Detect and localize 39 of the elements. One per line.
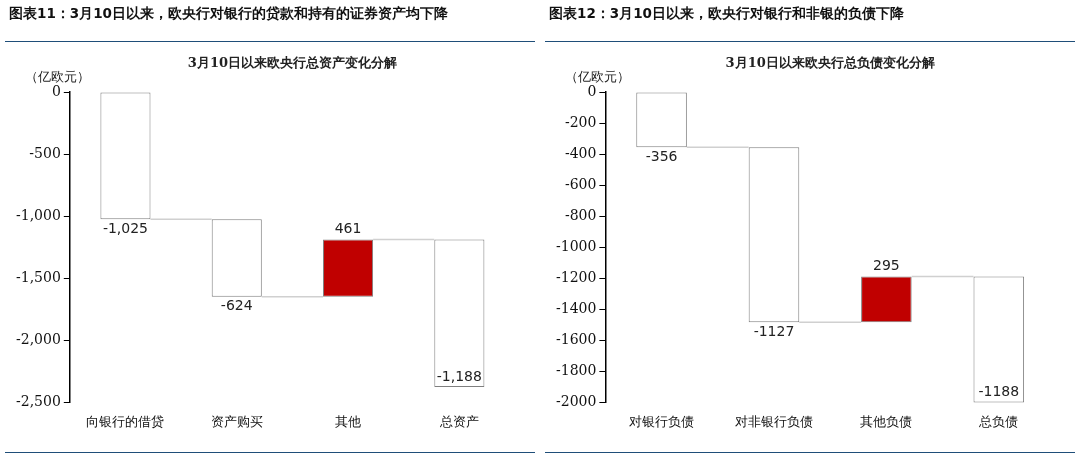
y-tick-label: -1800 <box>556 362 597 378</box>
chart-subtitle: 3月10日以来欧央行总资产变化分解 <box>187 55 397 71</box>
x-tick-label: 向银行的借贷 <box>86 413 165 429</box>
data-label: 461 <box>334 220 362 237</box>
y-tick-label: -200 <box>564 113 597 130</box>
x-tick-label: 其他负债 <box>860 413 913 429</box>
y-tick-label: -1400 <box>556 299 597 316</box>
y-axis-title: （亿欧元） <box>25 69 90 85</box>
y-tick-label: -600 <box>564 175 597 192</box>
y-tick-label: -400 <box>564 144 597 161</box>
data-label: -1,188 <box>436 367 482 384</box>
y-tick-label: -500 <box>29 144 61 161</box>
y-tick-label: 0 <box>587 82 597 99</box>
data-label: -356 <box>645 147 678 164</box>
chart-subtitle: 3月10日以来欧央行总负债变化分解 <box>725 55 935 71</box>
x-tick-label: 其他 <box>335 413 362 429</box>
y-tick-label: -1,500 <box>16 268 61 285</box>
data-label: -1127 <box>753 322 795 339</box>
x-tick-label: 资产购买 <box>210 413 263 429</box>
y-tick-label: -1,000 <box>16 206 61 223</box>
y-tick-label: -2000 <box>556 393 597 410</box>
data-label: -1,025 <box>102 219 149 236</box>
chart-title: 图表11：3月10日以来，欧央行对银行的贷款和持有的证券资产均下降 <box>5 0 535 42</box>
y-tick-label: -2,500 <box>16 393 61 410</box>
y-tick-label: -2,000 <box>16 330 61 347</box>
x-tick-label: 对非银行负债 <box>734 413 813 429</box>
chart-title: 图表12：3月10日以来，欧央行对银行和非银的负债下降 <box>545 0 1075 42</box>
y-tick-label: -1200 <box>556 268 597 285</box>
annotation: -1188 <box>978 383 1020 400</box>
y-tick-label: 0 <box>51 82 61 99</box>
x-tick-label: 总负债 <box>978 413 1019 429</box>
data-label: 295 <box>873 257 900 274</box>
y-tick-label: -800 <box>564 206 597 223</box>
data-label: -624 <box>220 297 253 314</box>
y-tick-label: -1600 <box>556 330 597 347</box>
y-tick-label: -1000 <box>556 237 597 254</box>
x-tick-label: 对银行负债 <box>629 413 695 429</box>
x-tick-label: 总资产 <box>438 413 479 429</box>
y-axis-title: （亿欧元） <box>565 69 630 85</box>
